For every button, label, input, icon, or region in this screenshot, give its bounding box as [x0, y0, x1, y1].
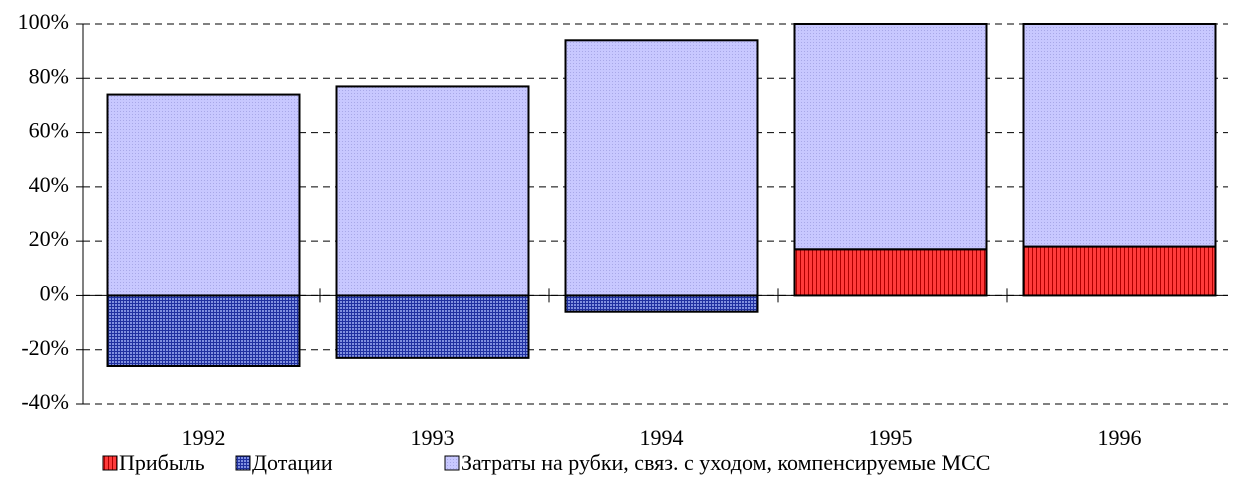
x-tick-label: 1995	[869, 425, 913, 450]
y-tick-label: 0%	[40, 280, 69, 305]
bar-segment	[1022, 23, 1217, 248]
y-tick-label: -20%	[21, 335, 69, 360]
x-tick-label: 1996	[1098, 425, 1142, 450]
x-tick-label: 1993	[411, 425, 455, 450]
y-tick-label: -40%	[21, 389, 69, 414]
legend-label: Дотации	[252, 450, 333, 475]
y-tick-label: 100%	[18, 9, 69, 34]
x-tick-label: 1992	[182, 425, 226, 450]
y-tick-label: 80%	[29, 63, 69, 88]
legend-label: Затраты на рубки, связ. с уходом, компен…	[461, 450, 990, 475]
legend-swatch	[235, 455, 251, 471]
legend-swatch	[444, 455, 460, 471]
bar-segment	[793, 23, 988, 251]
bar-segment	[335, 85, 530, 297]
legend-swatch	[102, 455, 118, 471]
x-tick-label: 1994	[640, 425, 684, 450]
bar-segment	[335, 294, 530, 359]
bar-segment	[1022, 245, 1217, 297]
legend-label: Прибыль	[119, 450, 205, 475]
y-tick-label: 20%	[29, 226, 69, 251]
bar-segment	[564, 39, 759, 297]
bar-segment	[106, 93, 301, 297]
bar-segment	[793, 248, 988, 297]
y-tick-label: 60%	[29, 118, 69, 143]
bar-segment	[106, 294, 301, 367]
y-tick-label: 40%	[29, 172, 69, 197]
bar-segment	[564, 294, 759, 313]
